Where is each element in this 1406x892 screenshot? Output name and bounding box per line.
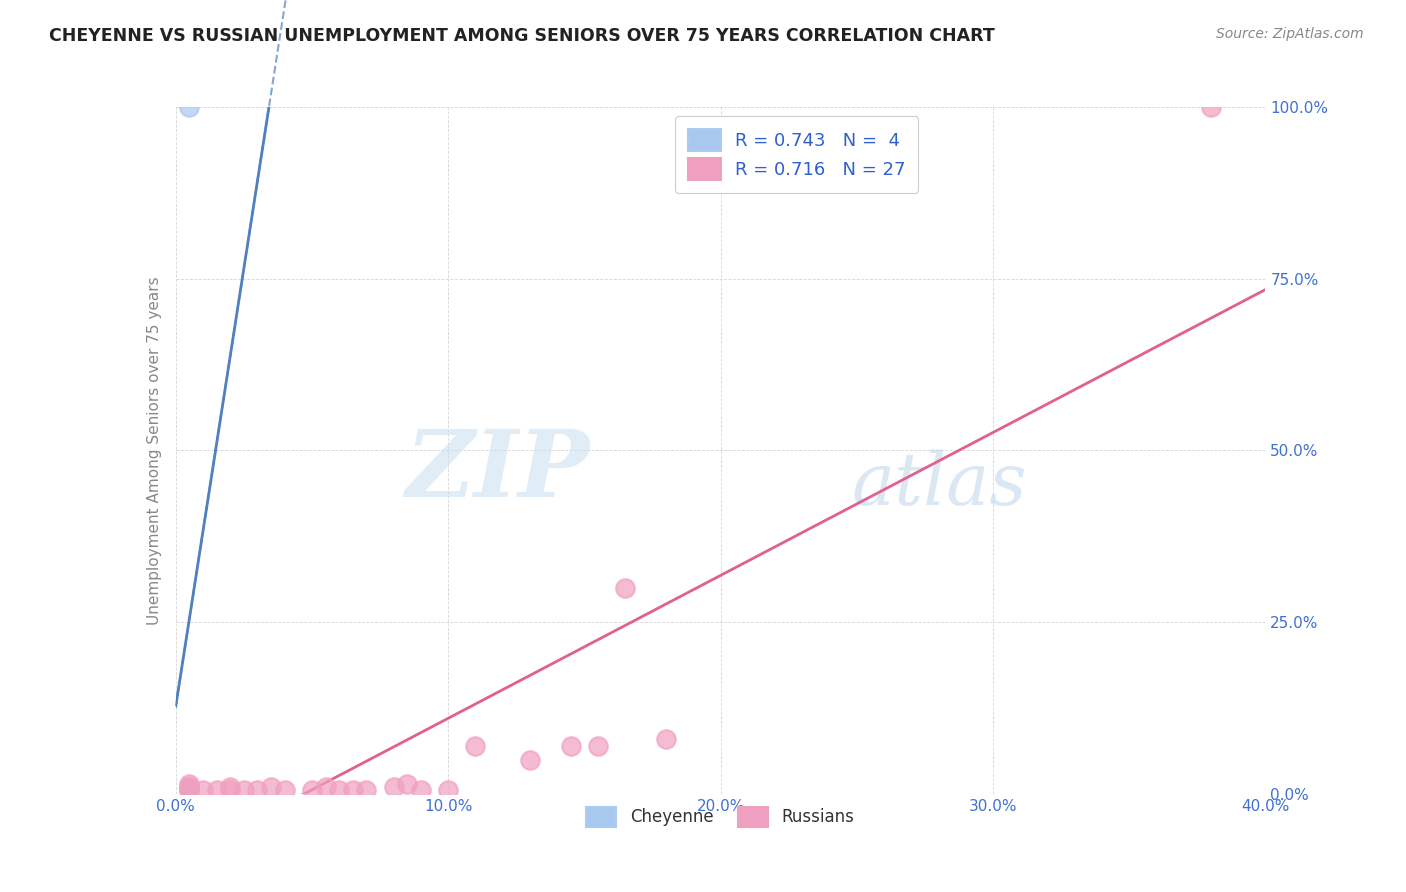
Point (179, 776, 201, 790)
Point (342, 783, 364, 797)
Point (437, 783, 460, 797)
Point (409, 783, 432, 797)
Point (301, 783, 323, 797)
Point (560, 739, 582, 753)
Text: Source: ZipAtlas.com: Source: ZipAtlas.com (1216, 27, 1364, 41)
Point (1199, 100, 1222, 114)
Y-axis label: Unemployment Among Seniors over 75 years: Unemployment Among Seniors over 75 years (146, 277, 162, 624)
Point (274, 783, 297, 797)
Point (179, 783, 201, 797)
Point (219, 780, 242, 794)
Point (179, 780, 201, 794)
Point (179, 100, 201, 114)
Point (655, 731, 678, 746)
Point (179, 783, 201, 797)
Point (179, 780, 201, 794)
Point (464, 739, 486, 753)
Point (586, 739, 609, 753)
Point (328, 783, 350, 797)
Point (179, 783, 201, 797)
Point (315, 780, 337, 794)
Point (219, 783, 242, 797)
Text: atlas: atlas (852, 450, 1026, 520)
Point (396, 776, 419, 790)
Point (205, 783, 228, 797)
Point (191, 783, 214, 797)
Legend: Cheyenne, Russians: Cheyenne, Russians (579, 800, 862, 834)
Point (232, 783, 254, 797)
Point (356, 783, 378, 797)
Point (246, 783, 269, 797)
Point (614, 581, 637, 595)
Text: ZIP: ZIP (405, 426, 591, 516)
Point (519, 753, 541, 767)
Point (382, 780, 405, 794)
Text: CHEYENNE VS RUSSIAN UNEMPLOYMENT AMONG SENIORS OVER 75 YEARS CORRELATION CHART: CHEYENNE VS RUSSIAN UNEMPLOYMENT AMONG S… (49, 27, 995, 45)
Point (260, 780, 283, 794)
